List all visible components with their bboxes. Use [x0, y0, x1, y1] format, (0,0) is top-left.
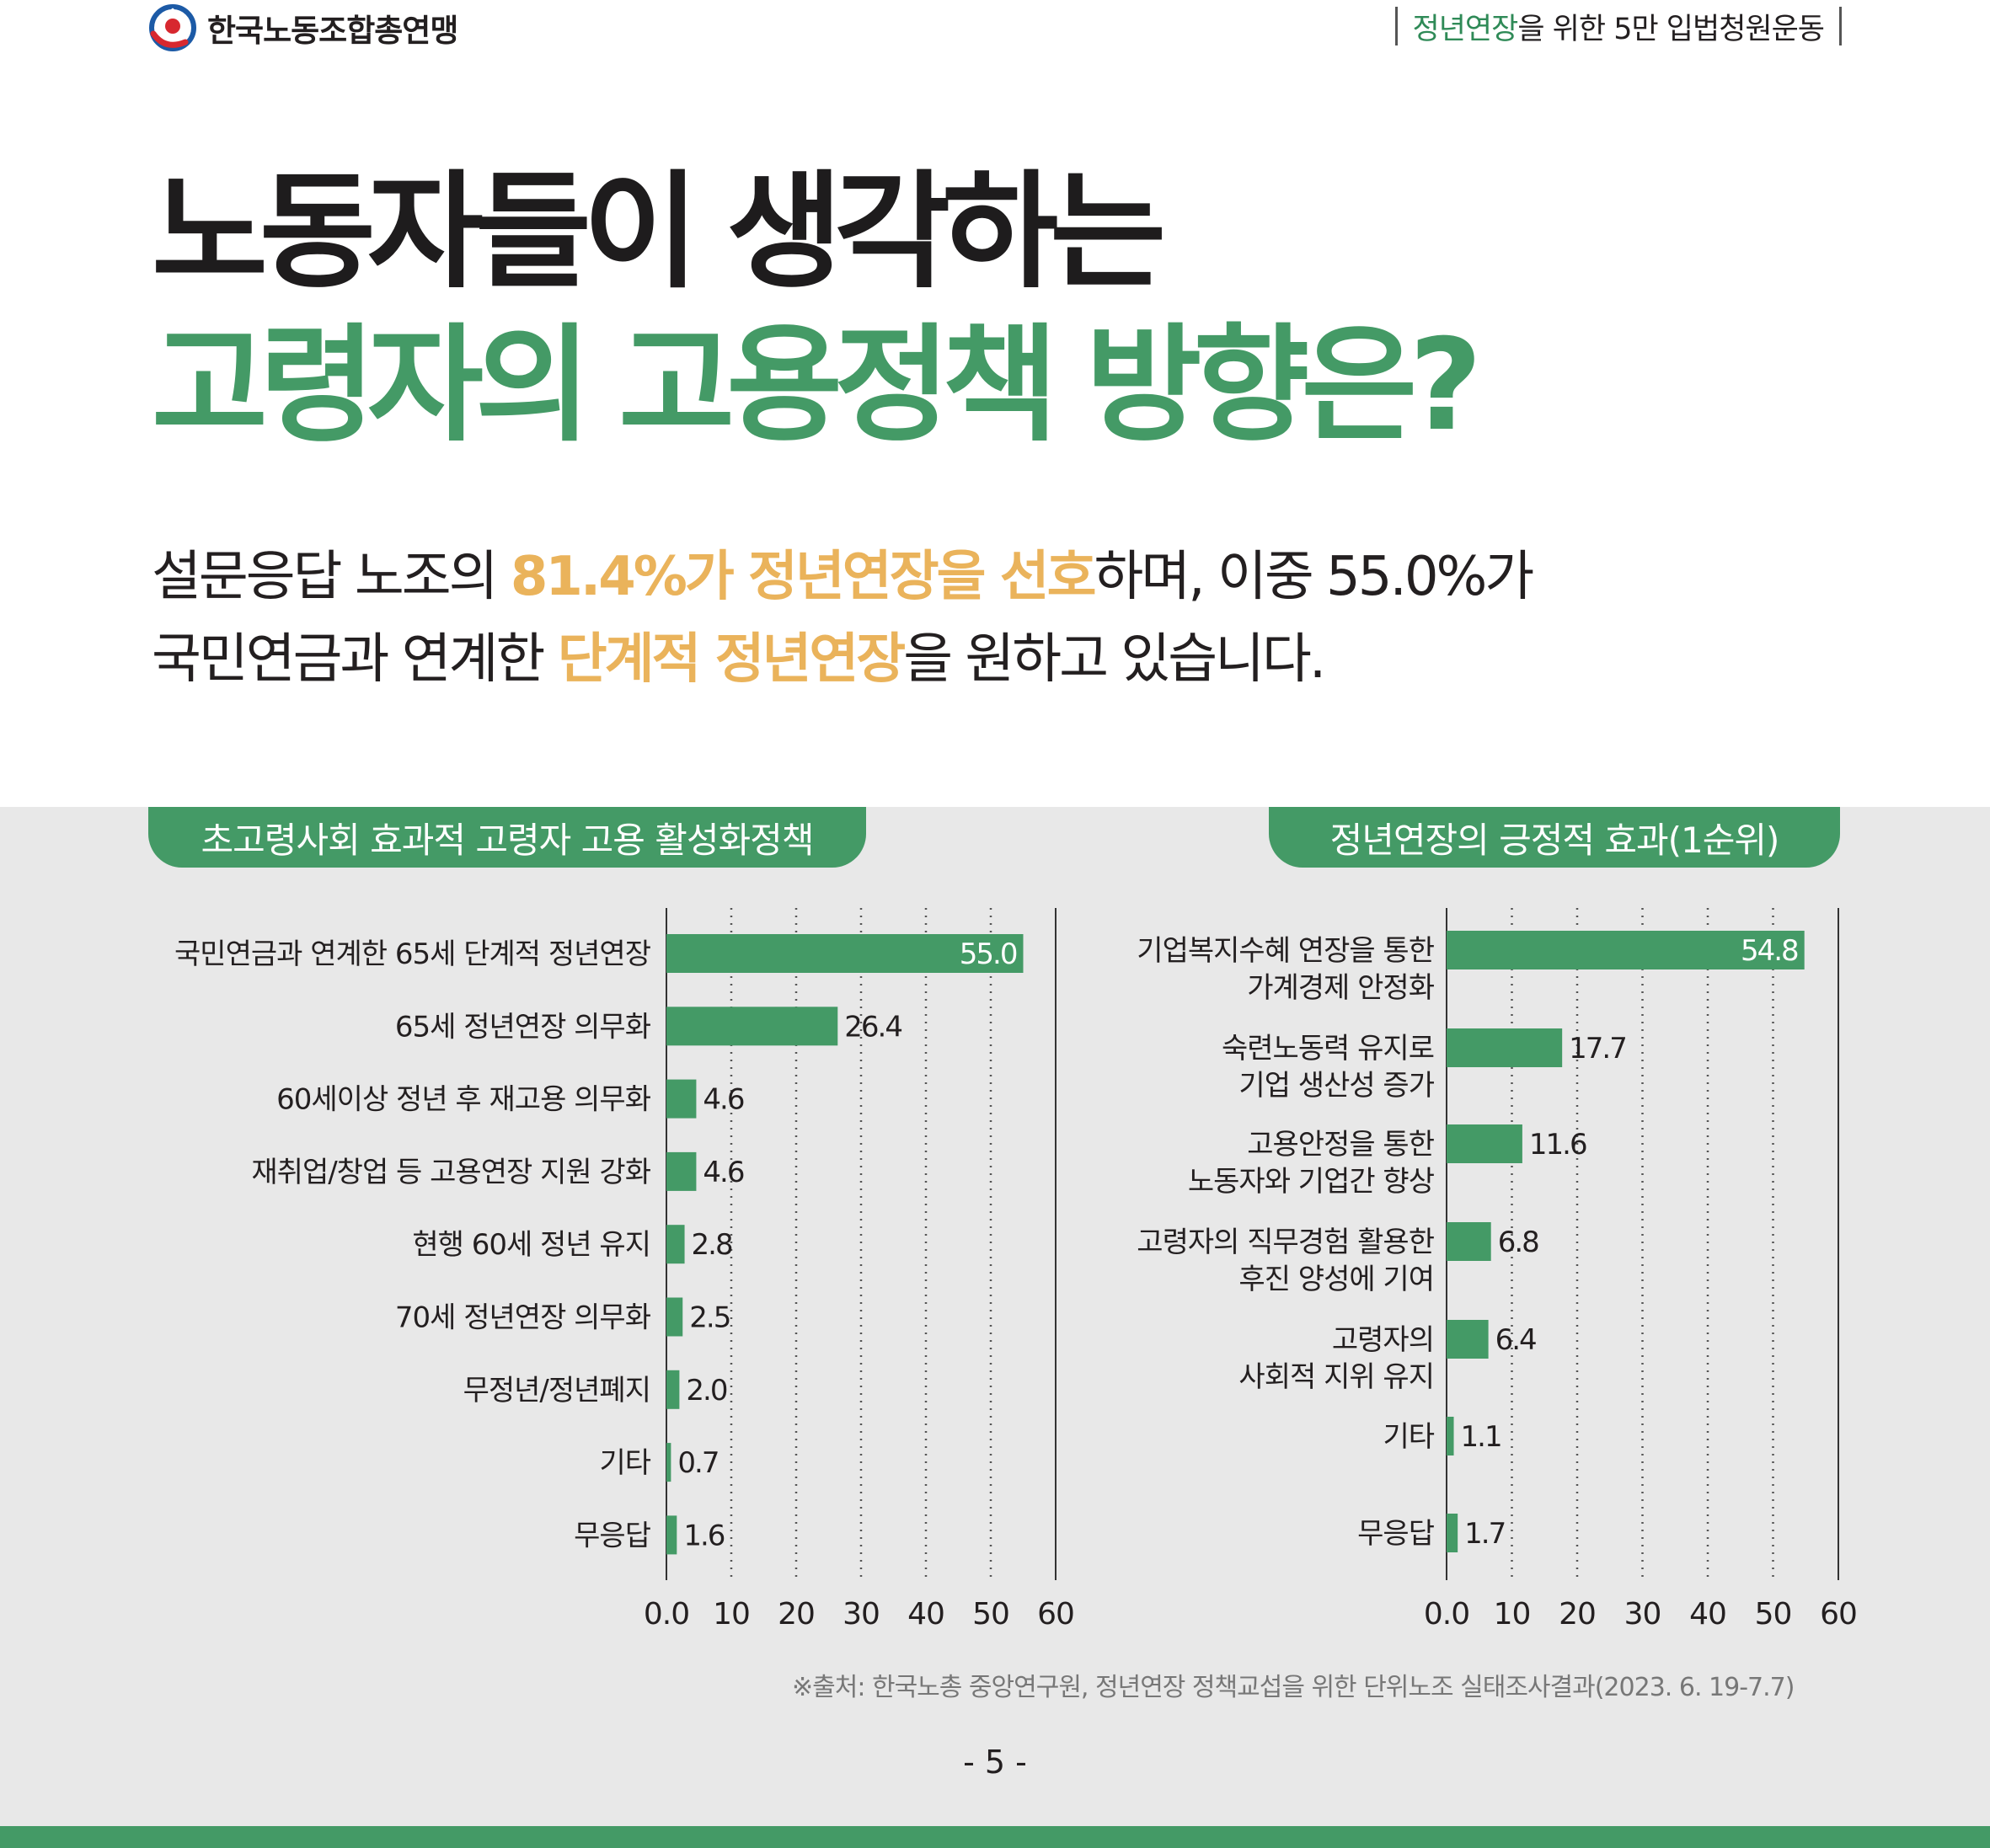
x-tick-label-right: 10 — [1494, 1597, 1531, 1632]
value-label-left: 2.0 — [686, 1374, 726, 1407]
bar-left — [666, 1515, 677, 1555]
bar-left — [666, 1443, 671, 1482]
category-label-right: 고용안정을 통한 — [1247, 1128, 1434, 1162]
value-label-right: 6.8 — [1498, 1226, 1538, 1259]
value-label-left: 2.5 — [689, 1301, 730, 1335]
category-label-right: 고령자의 — [1332, 1323, 1434, 1357]
category-label-right: 후진 양성에 기여 — [1238, 1263, 1434, 1296]
value-label-left: 4.6 — [703, 1156, 743, 1189]
bar-right — [1447, 1222, 1491, 1261]
bar-left — [666, 1370, 680, 1409]
bar-left — [666, 1007, 838, 1046]
summary-highlight: 81.4%가 정년연장을 선호 — [510, 546, 1097, 608]
x-tick-label-left: 40 — [907, 1597, 944, 1632]
bar-left — [666, 1079, 697, 1119]
category-label-left: 현행 60세 정년 유지 — [412, 1228, 650, 1262]
campaign-text: 을 위한 5만 입법청원운동 — [1517, 12, 1825, 46]
value-label-left: 2.8 — [692, 1228, 732, 1262]
bar-right — [1447, 1320, 1489, 1359]
x-tick-label-left: 50 — [972, 1597, 1009, 1632]
summary-part: 하며, 이중 55.0%가 — [1094, 546, 1535, 608]
value-label-left: 26.4 — [844, 1010, 901, 1044]
chart-title-right: 정년연장의 긍정적 효과(1순위) — [1269, 807, 1840, 868]
category-label-right: 고령자의 직무경험 활용한 — [1137, 1226, 1434, 1259]
category-label-right: 사회적 지위 유지 — [1238, 1360, 1434, 1394]
bar-right — [1447, 1514, 1458, 1552]
category-label-right: 기타 — [1383, 1420, 1434, 1454]
bar-left — [666, 934, 1024, 973]
org-name: 한국노동조합총연맹 — [207, 13, 458, 49]
summary-part: 국민연금과 연계한 — [152, 628, 558, 691]
bottom-accent-bar — [0, 1826, 1990, 1848]
category-label-right: 기업 생산성 증가 — [1238, 1069, 1434, 1103]
bar-right — [1447, 1028, 1563, 1067]
x-tick-label-right: 50 — [1755, 1597, 1792, 1632]
summary-highlight: 단계적 정년연장 — [557, 628, 906, 691]
category-label-right: 숙련노동력 유지로 — [1222, 1032, 1434, 1066]
category-label-left: 65세 정년연장 의무화 — [395, 1010, 651, 1044]
x-tick-label-right: 30 — [1624, 1597, 1661, 1632]
value-label-right: 1.7 — [1464, 1517, 1505, 1551]
x-tick-label-right: 20 — [1559, 1597, 1596, 1632]
category-label-left: 무응답 — [574, 1519, 651, 1552]
category-label-left: 60세이상 정년 후 재고용 의무화 — [276, 1083, 651, 1117]
x-tick-label-left: 30 — [843, 1597, 880, 1632]
value-label-right: 17.7 — [1569, 1032, 1626, 1066]
value-label-left: 55.0 — [960, 937, 1017, 971]
category-label-left: 기타 — [599, 1446, 650, 1480]
x-tick-label-left: 10 — [713, 1597, 750, 1632]
x-tick-label-left: 20 — [778, 1597, 815, 1632]
value-label-left: 4.6 — [703, 1083, 743, 1117]
category-label-left: 70세 정년연장 의무화 — [395, 1301, 651, 1335]
page-title: 노동자들이 생각하는 고령자의 고용정책 방향은? — [152, 156, 1482, 462]
title-line-1: 노동자들이 생각하는 — [152, 159, 1166, 306]
summary-part: 을 원하고 있습니다. — [903, 628, 1326, 691]
summary-part: 설문응답 노조의 — [152, 546, 511, 608]
title-line-2: 고령자의 고용정책 방향은? — [152, 312, 1482, 459]
value-label-right: 54.8 — [1741, 934, 1798, 968]
bar-right — [1447, 1124, 1522, 1163]
category-label-right: 가계경제 안정화 — [1247, 971, 1434, 1005]
category-label-right: 기업복지수혜 연장을 통한 — [1137, 934, 1434, 968]
bar-left — [666, 1151, 697, 1191]
category-label-left: 국민연금과 연계한 65세 단계적 정년연장 — [174, 937, 651, 971]
x-tick-label-right: 40 — [1689, 1597, 1726, 1632]
campaign-highlight: 정년연장 — [1412, 12, 1519, 46]
bar-left — [666, 1297, 683, 1337]
summary-text: 설문응답 노조의 81.4%가 정년연장을 선호하며, 이중 55.0%가 국민… — [152, 536, 1535, 701]
value-label-right: 6.4 — [1495, 1323, 1536, 1357]
category-label-right: 무응답 — [1357, 1517, 1435, 1551]
category-label-left: 재취업/창업 등 고용연장 지원 강화 — [251, 1156, 650, 1189]
x-tick-label-left: 0.0 — [644, 1597, 689, 1632]
category-label-left: 무정년/정년폐지 — [463, 1374, 650, 1407]
bar-left — [666, 1225, 685, 1264]
x-tick-label-left: 60 — [1037, 1597, 1074, 1632]
value-label-right: 1.1 — [1461, 1420, 1501, 1454]
chart-section-background — [0, 807, 1990, 1826]
source-note: ※출처: 한국노총 중앙연구원, 정년연장 정책교섭을 위한 단위노조 실태조사… — [792, 1673, 1795, 1702]
campaign-banner: 정년연장 을 위한 5만 입법청원운동 — [1394, 7, 1842, 46]
org-logo: 한국노동조합총연맹 — [148, 3, 458, 52]
x-tick-label-right: 60 — [1820, 1597, 1857, 1632]
value-label-right: 11.6 — [1529, 1128, 1586, 1162]
page-number: - 5 - — [963, 1744, 1027, 1781]
bar-right — [1447, 931, 1805, 969]
bar-right — [1447, 1417, 1454, 1455]
org-logo-icon — [149, 4, 196, 51]
value-label-left: 1.6 — [683, 1519, 724, 1552]
value-label-left: 0.7 — [677, 1446, 718, 1480]
category-label-right: 노동자와 기업간 향상 — [1188, 1165, 1435, 1199]
x-tick-label-right: 0.0 — [1424, 1597, 1469, 1632]
chart-title-left: 초고령사회 효과적 고령자 고용 활성화정책 — [148, 807, 866, 868]
